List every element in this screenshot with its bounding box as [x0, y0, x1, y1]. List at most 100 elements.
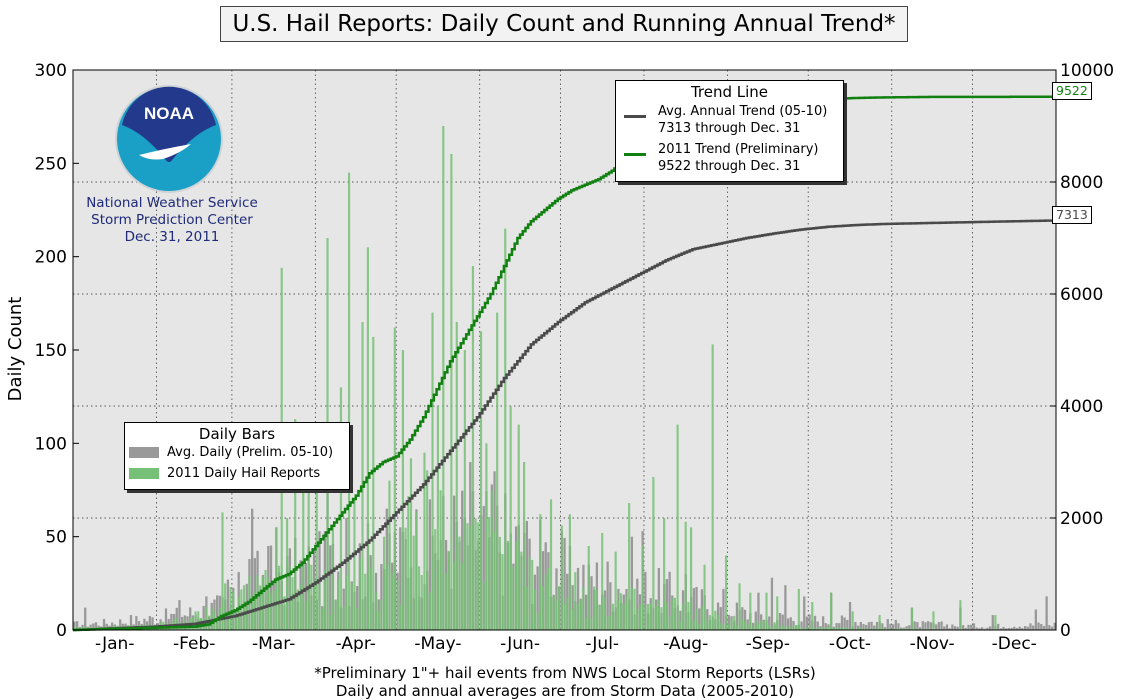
daily-2011-bar [393, 327, 396, 630]
avg-daily-bar [964, 627, 967, 630]
legend-2011-daily-swatch [129, 468, 159, 479]
avg-daily-bar [997, 623, 1000, 630]
daily-2011-bar [547, 567, 550, 630]
avg-daily-bar [875, 621, 879, 630]
daily-2011-bar [663, 518, 666, 630]
avg-daily-bar [1050, 626, 1054, 630]
daily-2011-bar [692, 619, 695, 630]
daily-2011-bar [337, 578, 340, 630]
daily-2011-bar [889, 628, 892, 630]
noaa-logo: NOAA [115, 85, 223, 193]
legend-2011-trend-total: 9522 through Dec. 31 [658, 159, 801, 174]
avg-daily-bar [1023, 626, 1027, 630]
daily-2011-bar [679, 621, 682, 630]
avg-daily-bar [970, 624, 973, 630]
month-tick-label: -Apr- [336, 634, 376, 654]
avg-daily-bar [1029, 623, 1032, 630]
daily-2011-bar [827, 627, 830, 630]
legend-2011-daily-label: 2011 Daily Hail Reports [167, 466, 321, 481]
daily-2011-bar [644, 605, 647, 630]
daily-2011-bar [716, 614, 720, 630]
avg-daily-bar [819, 626, 822, 630]
avg-daily-bar [926, 621, 930, 630]
daily-2011-bar [576, 603, 580, 630]
avg-daily-bar [824, 623, 827, 630]
avg-daily-bar [536, 566, 539, 630]
daily-2011-bar [469, 525, 472, 630]
daily-2011-bar [382, 536, 386, 630]
daily-2011-bar [558, 586, 561, 630]
daily-2011-bar [657, 599, 660, 630]
avg-daily-bar [862, 624, 865, 630]
daily-2011-bar [463, 350, 466, 630]
avg-daily-bar [226, 579, 230, 630]
daily-2011-bar [840, 628, 843, 630]
daily-2011-bar [399, 605, 402, 630]
daily-2011-bar [283, 596, 286, 630]
avg-daily-bar [881, 623, 884, 630]
daily-2011-bar [816, 627, 819, 630]
daily-2011-bar [660, 607, 663, 630]
avg-daily-bar [840, 615, 844, 630]
avg-daily-bar [170, 613, 173, 630]
daily-2011-bar [835, 627, 838, 630]
daily-2011-bar [719, 622, 722, 630]
daily-2011-bar [541, 585, 545, 630]
daily-2011-bar [377, 611, 380, 630]
avg-daily-bar [590, 576, 593, 630]
daily-2011-bar [331, 527, 334, 630]
avg-daily-bar [986, 627, 989, 630]
avg-daily-bar [983, 628, 986, 630]
avg-daily-bar [789, 617, 792, 630]
daily-2011-bar [207, 615, 211, 630]
daily-2011-bar [601, 532, 604, 630]
daily-2011-bar [768, 624, 771, 630]
daily-2011-bar [652, 476, 655, 630]
daily-2011-bar [566, 597, 569, 630]
daily-2011-bar [366, 247, 369, 631]
daily-2011-bar [681, 603, 685, 630]
daily-2011-bar [751, 626, 755, 630]
left-tick-label: 0 [56, 621, 67, 641]
daily-2011-bar [523, 462, 526, 630]
daily-2011-bar [897, 628, 900, 630]
daily-2011-bar [277, 565, 281, 630]
avg-daily-bar [94, 622, 98, 630]
avg-daily-bar [698, 608, 701, 630]
daily-2011-bar [676, 424, 679, 630]
daily-2011-bar [754, 621, 757, 630]
daily-2011-bar [649, 604, 652, 630]
daily-2011-bar [256, 575, 259, 630]
daily-2011-bar [229, 586, 232, 630]
avg-daily-bar [695, 586, 698, 630]
avg-daily-bar [75, 621, 79, 630]
left-axis-ticks: 0 50 100 150 200 250 300 [35, 61, 79, 641]
daily-2011-bar [210, 607, 213, 630]
daily-2011-bar [708, 615, 712, 630]
daily-2011-bar [245, 606, 248, 630]
left-tick-label: 100 [35, 434, 67, 454]
daily-2011-bar [703, 564, 706, 630]
avg-daily-bar [803, 596, 806, 630]
right-tick-label: 6000 [1060, 285, 1103, 305]
right-axis-ticks: 0 2000 4000 6000 8000 10000 [1050, 61, 1114, 641]
daily-2011-bar [536, 612, 539, 630]
daily-2011-bar [428, 592, 431, 630]
daily-2011-bar [805, 627, 808, 630]
daily-2011-bar [819, 628, 822, 630]
legend-daily-bars-title: Daily Bars [198, 425, 276, 443]
daily-2011-bar [959, 600, 962, 630]
avg-daily-bar [843, 617, 846, 630]
avg-daily-bar [461, 490, 464, 630]
daily-2011-bar [571, 610, 574, 630]
daily-2011-bar [474, 518, 477, 630]
daily-2011-bar [315, 452, 318, 630]
avg-daily-bar [1034, 609, 1038, 630]
right-tick-label: 10000 [1060, 61, 1114, 81]
daily-2011-bar [272, 590, 275, 630]
daily-2011-bar [490, 490, 493, 630]
daily-2011-bar [240, 589, 243, 630]
daily-2011-bar [646, 603, 650, 630]
daily-2011-bar [582, 587, 585, 630]
avg-daily-bar [563, 537, 566, 630]
